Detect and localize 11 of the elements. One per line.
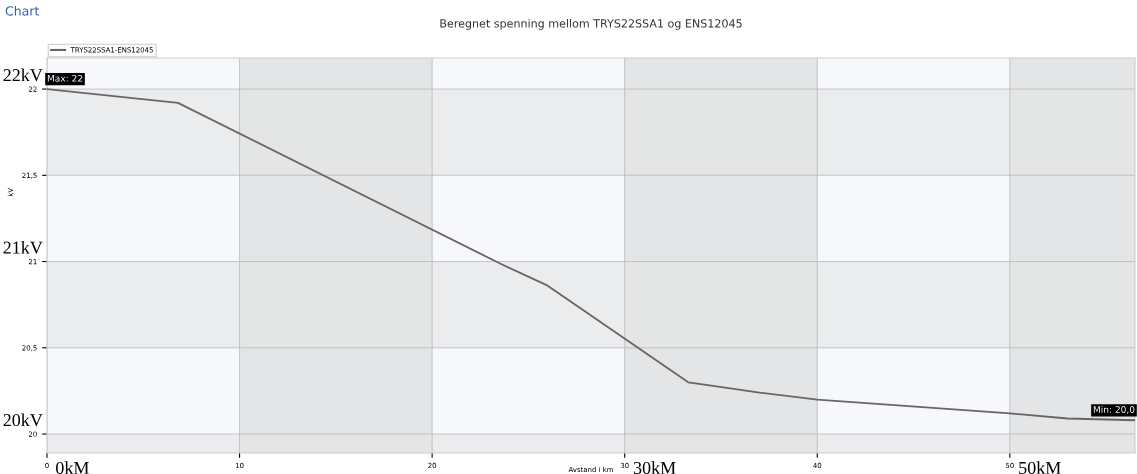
text: Chart bbox=[5, 5, 40, 16]
chart-title: Beregnet spenning mellom TRYS22SSA1 og ENS12045 bbox=[440, 19, 742, 30]
annotation: Max: 22 bbox=[47, 74, 83, 82]
annotation: 30kM bbox=[633, 461, 676, 474]
annotation: Min: 20,0 bbox=[1093, 405, 1135, 414]
line-series bbox=[47, 88, 1135, 422]
annotation: 20kV bbox=[3, 413, 43, 427]
annotation: 50kM bbox=[1019, 461, 1061, 474]
annotation: 22kV bbox=[3, 68, 43, 82]
annotation: 21kV bbox=[3, 241, 43, 254]
annotation: 0kM bbox=[56, 461, 89, 474]
